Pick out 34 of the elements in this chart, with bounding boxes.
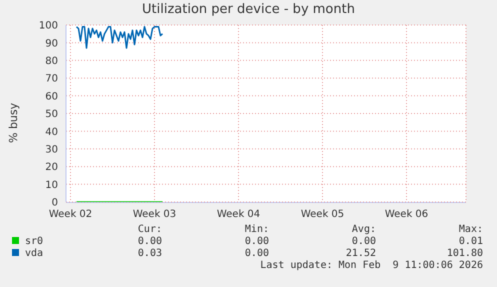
text: Cur: [136,224,162,236]
text: 0.00 [244,248,269,260]
y-tick-label: 10 [45,180,58,191]
text: 0.00 [350,236,376,248]
y-tick-label: 40 [45,126,58,138]
x-tick-label: Week 02 [48,209,92,220]
x-tick-label: Week 05 [300,209,344,220]
line-series [76,26,164,49]
text: 0.01 [458,236,483,248]
text: 0.00 [136,236,162,248]
legend-label: vda [24,248,44,260]
y-tick-label: 50 [45,109,58,120]
y-tick-label: 30 [45,144,58,156]
y-tick-label: 0 [52,198,58,209]
text: Avg: [350,224,376,236]
chart-title: Utilization per device - by month [141,2,356,17]
text: Min: [244,224,269,236]
x-tick-label: Week 06 [384,209,428,220]
y-tick-label: 90 [45,38,58,50]
text: Last update: Mon Feb 9 11:00:06 2026 [259,260,483,272]
y-tick-label: 100 [38,20,58,32]
text: 0.00 [244,236,269,248]
text: 21.52 [344,248,376,260]
text: 101.80 [446,248,483,260]
y-tick-label: 70 [45,74,58,85]
text: 0.03 [136,248,162,260]
y-axis-title: % busy [7,102,21,143]
x-tick-label: Week 04 [216,209,260,220]
y-tick-label: 80 [45,56,58,67]
legend-label: sr0 [24,236,44,248]
y-tick-label: 60 [45,91,58,102]
text: Max: [458,224,483,236]
x-tick-label: Week 03 [132,209,176,220]
y-tick-label: 20 [45,162,58,174]
